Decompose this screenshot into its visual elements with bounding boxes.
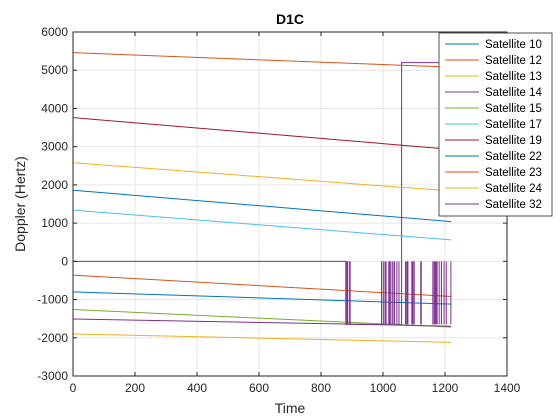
x-tick-label: 200 [125, 381, 145, 395]
y-tick-label: -2000 [37, 331, 68, 345]
x-tick-label: 1200 [432, 381, 459, 395]
legend-entry: Satellite 22 [485, 151, 542, 163]
ticks: 0 200 400 600 800 1000 1200 1400 -3000 -2000 -1000… [37, 25, 520, 395]
y-tick-label: 3000 [41, 140, 68, 154]
satellite-14-switching-burst [346, 261, 452, 325]
legend-entry: Satellite 24 [485, 183, 543, 195]
y-tick-label: 4000 [41, 101, 68, 115]
x-axis-label: Time [275, 400, 306, 416]
series-line-satellite-19 [72, 117, 452, 150]
legend-entry: Satellite 17 [485, 119, 542, 131]
y-tick-label: -3000 [37, 369, 68, 383]
legend-entry: Satellite 14 [485, 87, 543, 99]
y-tick-label: -1000 [37, 293, 68, 307]
series-line-satellite-12 [72, 52, 452, 68]
legend-entry: Satellite 12 [485, 55, 542, 67]
legend-entry: Satellite 13 [485, 71, 542, 83]
series-line-satellite-15 [72, 308, 452, 328]
series-line-satellite-24 [72, 162, 452, 192]
x-tick-label: 1400 [494, 381, 521, 395]
series-line-satellite-23 [72, 274, 452, 297]
x-tick-label: 600 [249, 381, 269, 395]
y-axis-label: Doppler (Hertz) [12, 156, 28, 252]
legend-entry: Satellite 19 [485, 135, 542, 147]
y-tick-label: 1000 [41, 216, 68, 230]
series-layer [72, 52, 452, 343]
series-line-satellite-32 [72, 318, 452, 327]
legend-entry: Satellite 23 [485, 167, 542, 179]
y-tick-label: 0 [61, 254, 68, 268]
legend-entry: Satellite 32 [485, 199, 542, 211]
series-line-satellite-13 [72, 333, 452, 343]
y-tick-label: 2000 [41, 178, 68, 192]
satellite-14-burst-lines [346, 261, 452, 325]
y-tick-label: 6000 [41, 25, 68, 39]
series-line-satellite-22 [72, 189, 452, 223]
y-tick-label: 5000 [41, 63, 68, 77]
series-line-satellite-17 [72, 209, 452, 241]
x-tick-label: 400 [187, 381, 207, 395]
x-tick-label: 1000 [370, 381, 397, 395]
chart-title: D1C [276, 11, 304, 27]
legend-entry: Satellite 15 [485, 103, 542, 115]
x-tick-label: 800 [311, 381, 331, 395]
series-line-satellite-10 [72, 291, 452, 305]
legend: Satellite 10 Satellite 12 Satellite 13 Sate… [438, 32, 553, 217]
legend-entry: Satellite 10 [485, 39, 542, 51]
x-tick-label: 0 [70, 381, 77, 395]
